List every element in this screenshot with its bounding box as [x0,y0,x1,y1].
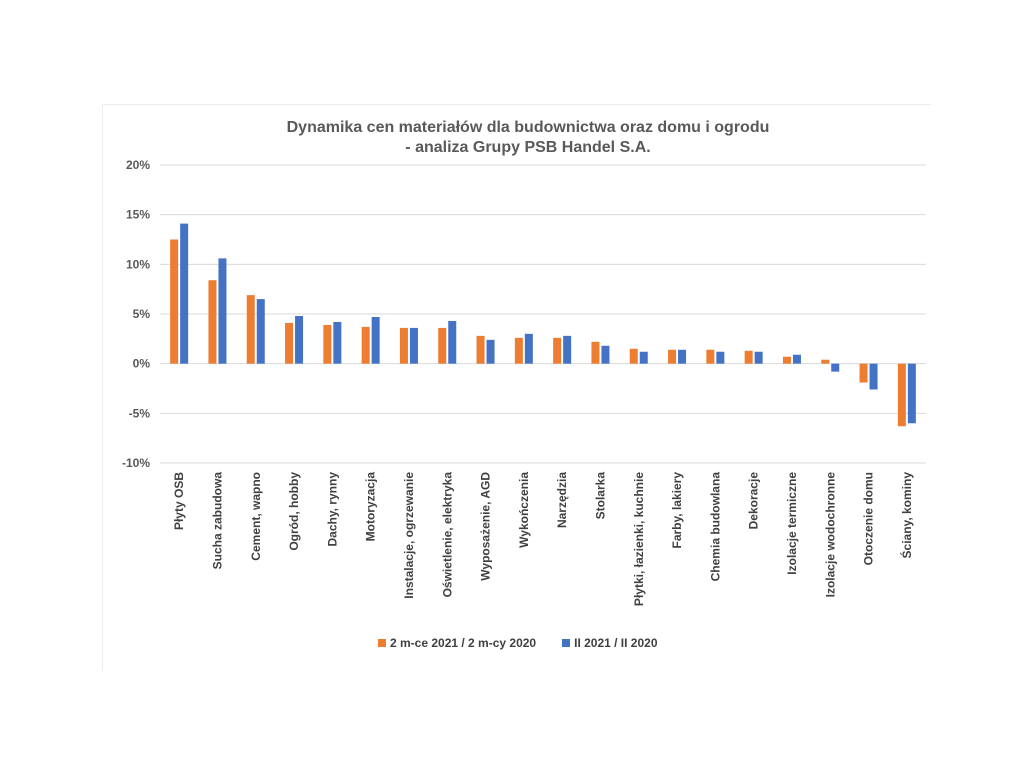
bar-series-1 [438,327,447,364]
bar-series-2 [678,349,687,364]
bar-series-2 [371,316,380,364]
x-tick-label: Wyposażenie, AGD [479,472,493,581]
chart-legend: 2 m-ce 2021 / 2 m-cy 2020 II 2021 / II 2… [378,636,684,650]
y-tick-label: 15% [126,208,150,222]
y-tick-label: 0% [133,357,151,371]
bar-series-1 [476,335,485,364]
chart-title-line-2: - analiza Grupy PSB Handel S.A. [405,139,651,156]
x-tick-label: Izolacje termiczne [785,472,799,575]
bar-series-2 [601,345,610,364]
legend-item-series-1: 2 m-ce 2021 / 2 m-cy 2020 [378,636,536,650]
chart-title-line-1: Dynamika cen materiałów dla budownictwa … [286,119,770,136]
bar-series-1 [246,295,255,364]
bar-series-1 [399,327,408,364]
bar-series-2 [869,363,878,390]
x-tick-label: Dekoracje [747,472,761,530]
x-tick-label: Wykończenia [517,472,531,548]
chart-title: Dynamika cen materiałów dla budownictwa … [0,118,1024,158]
x-tick-label: Oświetlenie, elektryka [440,472,454,598]
y-tick-label: 20% [126,158,150,172]
bar-series-2 [256,299,265,364]
x-tick-label: Instalacje, ogrzewanie [402,472,416,599]
y-tick-label: 5% [133,307,151,321]
bar-series-2 [716,351,725,364]
y-tick-label: -5% [129,406,151,420]
bar-series-2 [486,339,495,364]
bar-series-2 [831,363,840,372]
bar-series-2 [448,320,457,364]
bar-series-1 [668,349,677,364]
bar-series-1 [859,363,868,383]
bar-series-2 [180,223,189,364]
bar-series-2 [218,258,227,364]
bar-series-1 [285,322,294,364]
x-tick-label: Stolarka [593,472,607,520]
x-tick-label: Ogród, hobby [287,472,301,551]
bar-series-1 [591,341,600,364]
bar-series-2 [333,321,342,364]
bar-series-1 [629,348,638,364]
bar-series-2 [524,333,533,364]
bar-series-1 [553,337,562,364]
bar-series-1 [897,363,906,427]
bar-series-1 [170,239,179,364]
y-tick-label: -10% [122,456,150,470]
x-tick-label: Narzędzia [555,472,569,528]
legend-swatch-orange [378,639,386,647]
x-tick-label: Ściany, kominy [899,472,914,559]
bar-series-1 [208,280,217,364]
x-tick-label: Izolacje wodochronne [823,472,837,598]
x-tick-label: Sucha zabudowa [210,472,224,570]
bar-series-2 [754,351,763,364]
bar-series-1 [323,324,332,364]
x-tick-label: Farby, lakiery [670,472,684,549]
x-tick-label: Płytki, łazienki, kuchnie [632,472,646,606]
bar-series-2 [295,315,304,364]
x-tick-label: Cement, wapno [249,472,263,561]
legend-label-series-2: II 2021 / II 2020 [574,636,658,650]
bar-series-1 [514,337,523,364]
x-tick-label: Chemia budowlana [708,472,722,582]
x-tick-label: Otoczenie domu [862,472,876,565]
bar-series-2 [639,351,648,364]
bar-series-2 [563,335,572,364]
legend-swatch-blue [562,639,571,647]
bar-series-1 [361,326,370,364]
chart-area [102,104,931,671]
y-tick-label: 10% [126,257,150,271]
bar-series-1 [744,350,753,364]
bar-series-1 [706,349,715,364]
bar-series-2 [907,363,916,424]
x-tick-label: Płyty OSB [172,472,186,530]
legend-label-series-1: 2 m-ce 2021 / 2 m-cy 2020 [390,636,537,650]
legend-item-series-2: II 2021 / II 2020 [562,636,658,650]
bar-series-2 [409,327,418,364]
bar-series-1 [821,359,830,364]
bar-series-2 [792,354,801,364]
x-tick-label: Dachy, rynny [325,472,339,547]
bar-series-1 [782,356,791,364]
x-tick-label: Motoryzacja [364,472,378,542]
